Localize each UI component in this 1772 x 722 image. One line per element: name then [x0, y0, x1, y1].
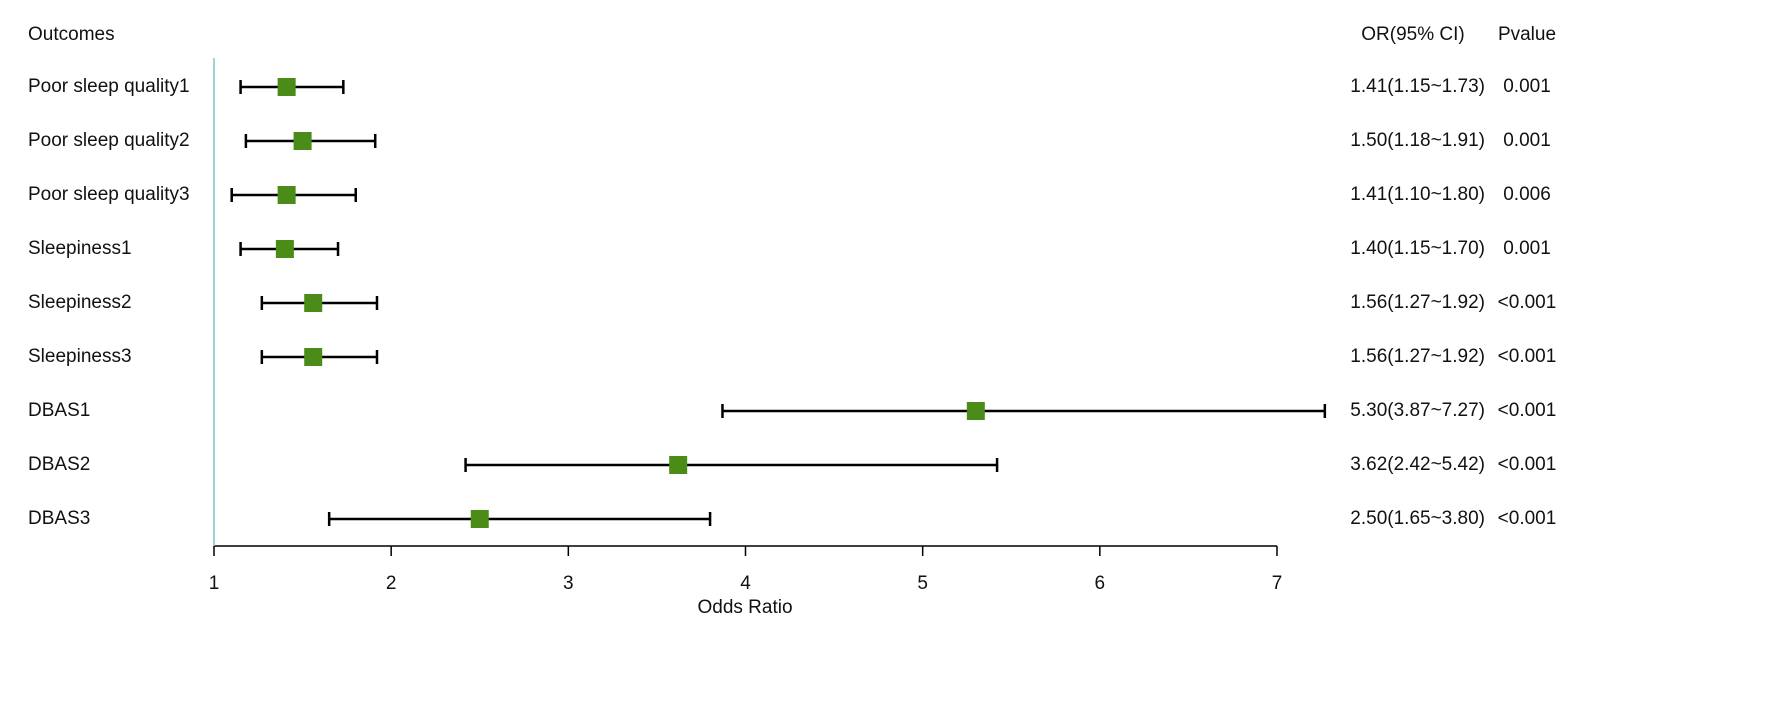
- or-marker: [304, 348, 323, 366]
- p-value: 0.001: [1503, 130, 1551, 151]
- row-label: Sleepiness2: [28, 292, 132, 313]
- ci-label: 1.56(1.27~1.92): [1350, 292, 1485, 313]
- ci-bar: [721, 404, 1327, 418]
- row-label: Poor sleep quality2: [28, 130, 190, 151]
- row-header: Outcomes: [28, 24, 115, 45]
- p-value: 0.001: [1503, 76, 1551, 97]
- row-label: Poor sleep quality1: [28, 76, 190, 97]
- x-tick-label: 6: [1095, 573, 1106, 594]
- x-tick-label: 7: [1272, 573, 1283, 594]
- row-label: DBAS2: [28, 454, 90, 475]
- x-tick-label: 2: [386, 573, 397, 594]
- p-header: Pvalue: [1498, 24, 1556, 45]
- p-value: <0.001: [1498, 454, 1557, 475]
- x-axis-label: Odds Ratio: [697, 597, 792, 618]
- ci-label: 1.40(1.15~1.70): [1350, 238, 1485, 259]
- row-label: Poor sleep quality3: [28, 184, 190, 205]
- or-marker: [669, 456, 688, 474]
- or-marker: [277, 186, 296, 204]
- ci-label: 2.50(1.65~3.80): [1350, 508, 1485, 529]
- row-label: Sleepiness3: [28, 346, 132, 367]
- x-tick-label: 4: [740, 573, 751, 594]
- ci-bar: [327, 512, 712, 526]
- p-value: 0.006: [1503, 184, 1551, 205]
- ci-label: 1.41(1.15~1.73): [1350, 76, 1485, 97]
- ci-bar: [464, 458, 999, 472]
- or-marker: [277, 78, 296, 96]
- p-value: <0.001: [1498, 508, 1557, 529]
- ci-label: 1.56(1.27~1.92): [1350, 346, 1485, 367]
- x-tick-label: 3: [563, 573, 574, 594]
- row-label: Sleepiness1: [28, 238, 132, 259]
- ci-label: 3.62(2.42~5.42): [1350, 454, 1485, 475]
- row-label: DBAS3: [28, 508, 90, 529]
- ci-header: OR(95% CI): [1361, 24, 1464, 45]
- x-tick-label: 1: [209, 573, 220, 594]
- ci-label: 1.50(1.18~1.91): [1350, 130, 1485, 151]
- p-value: <0.001: [1498, 292, 1557, 313]
- p-value: 0.001: [1503, 238, 1551, 259]
- ci-label: 1.41(1.10~1.80): [1350, 184, 1485, 205]
- p-value: <0.001: [1498, 400, 1557, 421]
- ci-label: 5.30(3.87~7.27): [1350, 400, 1485, 421]
- or-marker: [470, 510, 489, 528]
- row-label: DBAS1: [28, 400, 90, 421]
- or-marker: [275, 240, 294, 258]
- x-tick-label: 5: [917, 573, 928, 594]
- or-marker: [293, 132, 312, 150]
- or-marker: [304, 294, 323, 312]
- p-value: <0.001: [1498, 346, 1557, 367]
- or-marker: [966, 402, 985, 420]
